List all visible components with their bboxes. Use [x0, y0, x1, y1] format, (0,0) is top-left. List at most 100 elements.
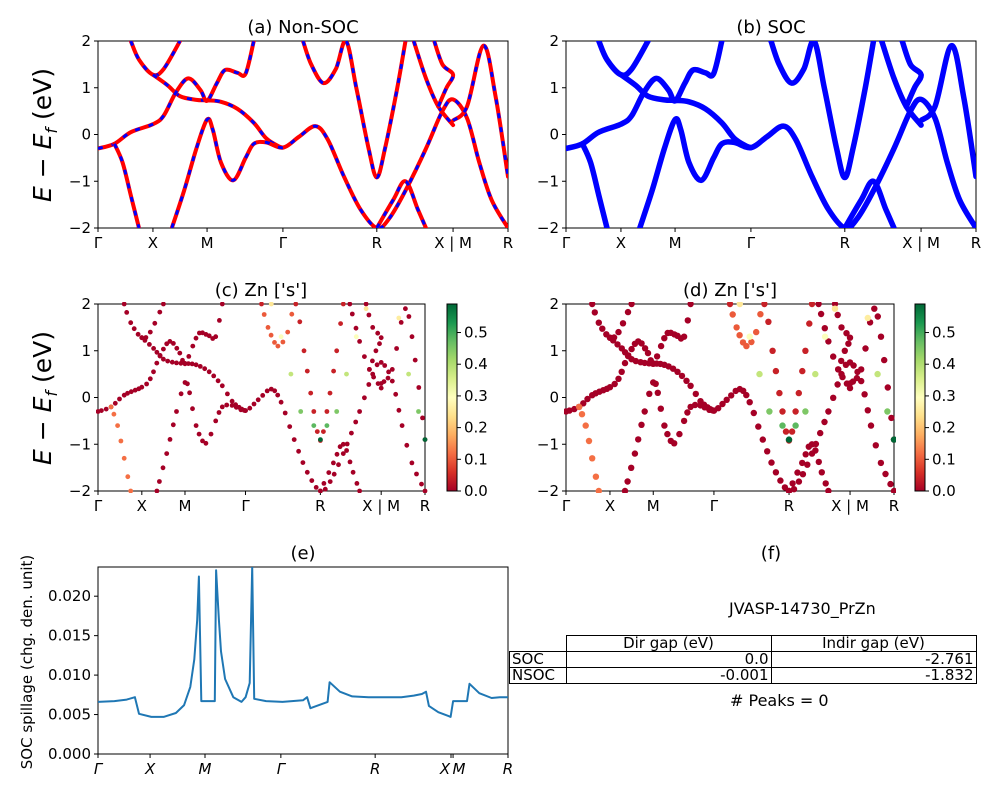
scatter-point [839, 373, 846, 381]
scatter-point [846, 334, 854, 341]
scatter-point [765, 318, 772, 325]
scatter-point-zn-s [363, 306, 369, 312]
scatter-point [404, 442, 410, 448]
panel-a-ylabel: E − Ef (eV) [28, 68, 61, 202]
table-header-row: Dir gap (eV) Indir gap (eV) [510, 635, 977, 652]
colorbar-tick-label: 0.5 [932, 324, 956, 342]
scatter-point [654, 389, 661, 396]
scatter-point-zn-s [288, 371, 294, 377]
scatter-point [624, 308, 632, 316]
scatter-point [259, 302, 264, 307]
scatter-point [822, 480, 829, 487]
scatter-point [378, 335, 384, 341]
table-row: NSOC -0.001 -1.832 [509, 667, 977, 684]
x-tick-label: R [784, 497, 794, 515]
scatter-point [174, 345, 180, 351]
scatter-point [160, 465, 166, 471]
table-cell: -0.001 [565, 667, 772, 684]
scatter-point [363, 302, 369, 307]
soc-band-band-3 [566, 41, 725, 152]
x-tick-label: M [453, 760, 466, 778]
band-line-band-6 [301, 41, 408, 180]
scatter-point-zn-s [864, 314, 871, 322]
scatter-point [748, 338, 755, 346]
scatter-point [393, 391, 399, 397]
scatter-point [217, 318, 222, 323]
scatter-point [144, 381, 150, 387]
scatter-point [233, 404, 239, 410]
scatter-point [779, 408, 786, 415]
scatter-point [671, 440, 678, 447]
scatter-point [582, 422, 589, 429]
band-dash-band-3 [98, 41, 256, 150]
scatter-point [628, 345, 635, 353]
scatter-point [362, 395, 367, 401]
scatter-point-zn-s [298, 409, 304, 414]
soc-band-band-7 [842, 178, 897, 228]
scatter-point [366, 312, 372, 318]
scatter-point [719, 400, 726, 408]
scatter-point [687, 382, 694, 389]
band-line-band-7 [374, 179, 428, 228]
scatter-point [135, 331, 141, 337]
scatter-point [152, 320, 158, 326]
scatter-point [818, 469, 825, 476]
scatter-point [285, 329, 291, 335]
scatter-point [599, 325, 606, 332]
scatter-point [350, 469, 356, 475]
scatter-point [641, 408, 648, 415]
scatter-point [327, 479, 333, 484]
scatter-point [680, 333, 688, 340]
x-tick-label: R [503, 234, 513, 252]
scatter-point [575, 403, 583, 411]
scatter-point [157, 353, 163, 358]
scatter-point-zn-s [406, 371, 411, 377]
scatter-point-zn-s [396, 315, 402, 321]
scatter-point [366, 382, 372, 387]
scatter-point [112, 400, 118, 406]
scatter-point [794, 469, 801, 476]
panel-a-title: (a) Non-SOC [247, 17, 358, 38]
scatter-point [799, 459, 806, 467]
scatter-point [845, 340, 852, 347]
scatter-point [664, 430, 671, 438]
y-tick-label: 2 [81, 295, 91, 313]
scatter-point [128, 488, 134, 493]
scatter-point [641, 345, 649, 352]
scatter-point-zn-s [831, 305, 839, 312]
scatter-point [825, 408, 832, 415]
scatter-point [275, 392, 281, 398]
scatter-point [374, 362, 380, 368]
scatter-point [680, 417, 688, 425]
scatter-point [618, 368, 625, 375]
scatter-point [161, 356, 166, 362]
scatter-point [243, 408, 248, 413]
scatter-point-zn-s [884, 408, 891, 415]
scatter-point [311, 409, 317, 414]
spillage-line [98, 567, 508, 718]
scatter-point [171, 341, 176, 346]
y-tick-label: 1 [81, 342, 91, 360]
scatter-point [304, 469, 310, 475]
scatter-point [382, 363, 388, 368]
scatter-point [566, 407, 573, 414]
scatter-point [646, 390, 653, 397]
colorbar-tick-label: 0.3 [932, 387, 956, 405]
scatter-point [743, 342, 750, 350]
scatter-point [755, 423, 762, 430]
y-tick-label: 0 [549, 389, 559, 407]
scatter-point [202, 366, 208, 372]
x-tick-label: Γ [562, 497, 571, 515]
scatter-point [338, 321, 343, 326]
scatter-point [128, 389, 134, 395]
colorbar-tick-label: 0.1 [932, 450, 956, 468]
scatter-point [571, 405, 578, 413]
y-tick-label: −1 [69, 172, 91, 190]
band-line-band-2 [150, 72, 285, 150]
band-dash-band-5 [170, 97, 508, 228]
scatter-point [691, 401, 699, 409]
scatter-point [157, 479, 162, 484]
scatter-point [297, 319, 303, 325]
panel-c-title: (c) Zn ['s'] [215, 280, 307, 301]
